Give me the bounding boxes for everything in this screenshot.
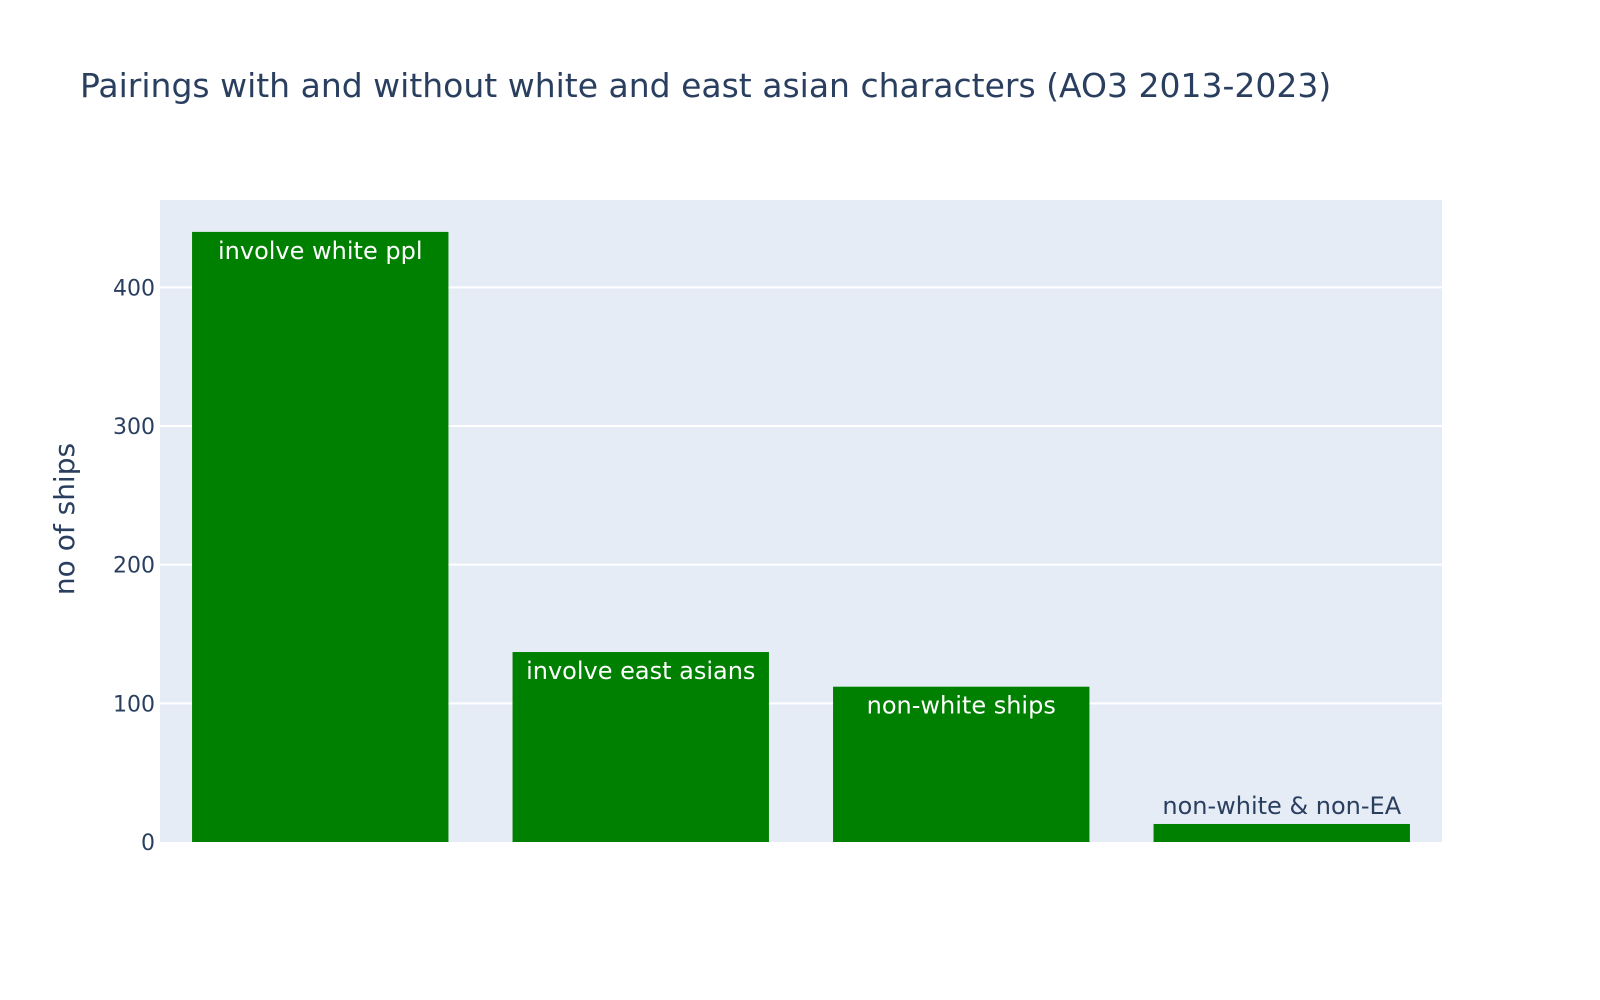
y-axis-ticks: 0 100 200 300 400 [113, 276, 155, 856]
y-tick-label: 200 [113, 554, 155, 579]
bars [192, 231, 1410, 842]
bar [833, 686, 1090, 842]
bar-labels: involve white ppl involve east asians non-… [218, 237, 1402, 820]
y-tick-label: 0 [141, 831, 155, 856]
bar [192, 231, 449, 842]
bar [512, 652, 769, 842]
chart-title: Pairings with and without white and east… [80, 66, 1332, 105]
y-axis-label: no of ships [48, 443, 81, 595]
y-tick-label: 100 [113, 692, 155, 717]
y-tick-label: 300 [113, 415, 155, 440]
bar-label: involve east asians [526, 657, 755, 685]
bar-label: non-white & non-EA [1162, 792, 1401, 820]
bar [1153, 823, 1410, 842]
bar-label: non-white ships [867, 692, 1056, 720]
y-tick-label: 400 [113, 276, 155, 301]
bar-label: involve white ppl [218, 237, 422, 265]
